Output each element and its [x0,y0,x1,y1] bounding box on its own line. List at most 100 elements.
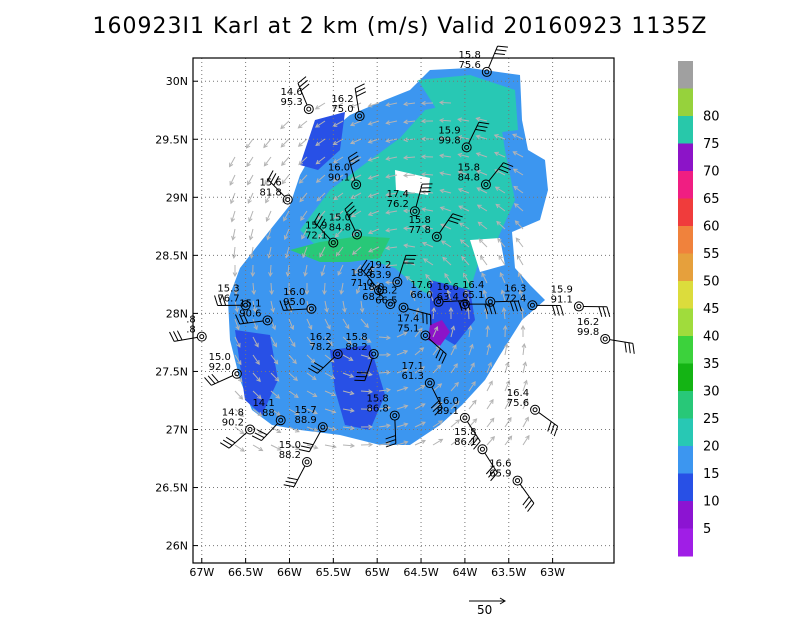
wind-barb-feather [176,330,183,341]
station-dot [371,351,377,357]
flow-arrow-head [415,307,420,313]
flow-arrow-head [314,105,320,110]
flow-arrow-head [403,137,408,143]
swath-gap [470,238,505,272]
station-circle [351,179,362,190]
wind-barb-feather [299,449,310,453]
flow-arrow [432,383,442,392]
flow-arrow [234,336,241,348]
flow-arrow [270,354,279,365]
observation-value-top: 14.6 [281,87,303,98]
flow-arrow [460,239,470,248]
flow-arrow-head [438,420,444,425]
flow-arrow [337,264,344,276]
colorbar-swatch [678,501,693,529]
flow-arrow [360,318,369,328]
wind-barb-feather [279,300,284,311]
wind-barb-feather [628,342,631,354]
colorbar-label: 60 [703,220,720,235]
flow-arrow [425,274,434,284]
flow-arrow-head [403,440,409,446]
flow-arrow [468,381,476,392]
flow-arrow [486,436,495,446]
flow-arrow-head [513,185,519,191]
lat-tick-label: 30N [166,75,188,88]
flow-arrow-head [454,381,459,387]
flow-arrow [340,282,344,294]
flow-arrow-head [405,276,411,281]
flow-arrow-head [421,224,427,230]
flow-arrow [288,444,300,450]
flow-arrow [403,174,416,177]
wind-barb-feather [448,219,459,225]
observation-value-top: 16.2 [577,317,599,328]
flow-arrow [298,156,308,165]
flow-arrow-head [370,286,375,292]
observation-value-bottom: 99.8 [577,327,599,338]
flow-arrow-head [251,290,257,295]
colorbar-label: 10 [703,495,720,510]
flow-arrow [342,444,355,447]
lon-tick-label: 63W [540,566,565,579]
station-dot [464,144,470,150]
reference-vector-label: 50 [477,603,492,617]
observation: 17.475.1 [397,313,447,364]
observation: 14.188 [251,398,286,442]
observation-value-bottom: 92.0 [209,362,231,373]
station-dot [243,302,249,308]
flow-arrow-head [324,307,329,313]
flow-arrow-head [253,325,258,331]
wind-barb-feather [495,49,507,52]
flow-arrow [265,192,272,203]
flow-arrow [486,381,493,392]
flow-arrow [247,192,254,204]
flow-arrow-head [240,447,246,452]
flow-arrow [368,174,380,180]
colorbar-label: 15 [703,467,720,482]
observation-value-top: 15.9 [438,125,460,136]
observation: 18.266.5 [375,286,432,326]
flow-arrow [414,347,424,356]
flow-arrow-head [248,217,253,223]
observation-value-bottom: 86.8 [366,404,388,415]
flow-arrow [324,318,331,330]
flow-arrow-head [425,273,430,279]
observation: 16.465.1 [462,280,523,312]
flow-arrow [522,398,528,410]
observation-value-top: 17.1 [402,361,424,372]
swath-darkblue-patch [235,330,278,415]
flow-arrow [342,390,354,395]
flow-arrow-head [230,217,236,223]
flow-arrow [522,362,527,374]
flow-arrow-head [258,446,264,452]
flow-arrow [252,390,262,399]
flow-arrow [351,210,362,218]
observation-value-top: 15.0 [329,212,351,223]
flow-arrow [476,152,488,158]
colorbar-swatch [678,281,693,309]
flow-arrow [486,362,492,374]
station-circle [573,301,584,312]
flow-arrow [378,371,391,374]
flow-arrow [522,380,528,392]
observation-value-bottom: 71.0 [351,278,373,289]
flow-arrow [378,442,390,446]
wind-barb-feather [204,377,212,386]
lon-tick-label: 64W [452,566,477,579]
observation-value-top: 16.6 [437,282,459,293]
swath-teal-north [418,75,518,135]
flow-arrow-head [525,434,530,440]
flow-arrow-head [367,371,373,377]
flow-arrow-head [367,211,373,216]
flow-arrow-head [386,335,391,341]
flow-arrow [351,192,362,199]
observation-value-bottom: 76.2 [387,199,409,210]
flow-arrow [356,282,362,294]
flow-arrow [439,119,452,122]
flow-arrow [334,210,344,219]
flow-arrow-head [501,307,507,312]
wind-barb-feather [434,407,443,416]
flow-arrow-head [229,199,235,205]
flow-arrow [270,336,277,347]
wind-barb-feather [488,469,496,478]
